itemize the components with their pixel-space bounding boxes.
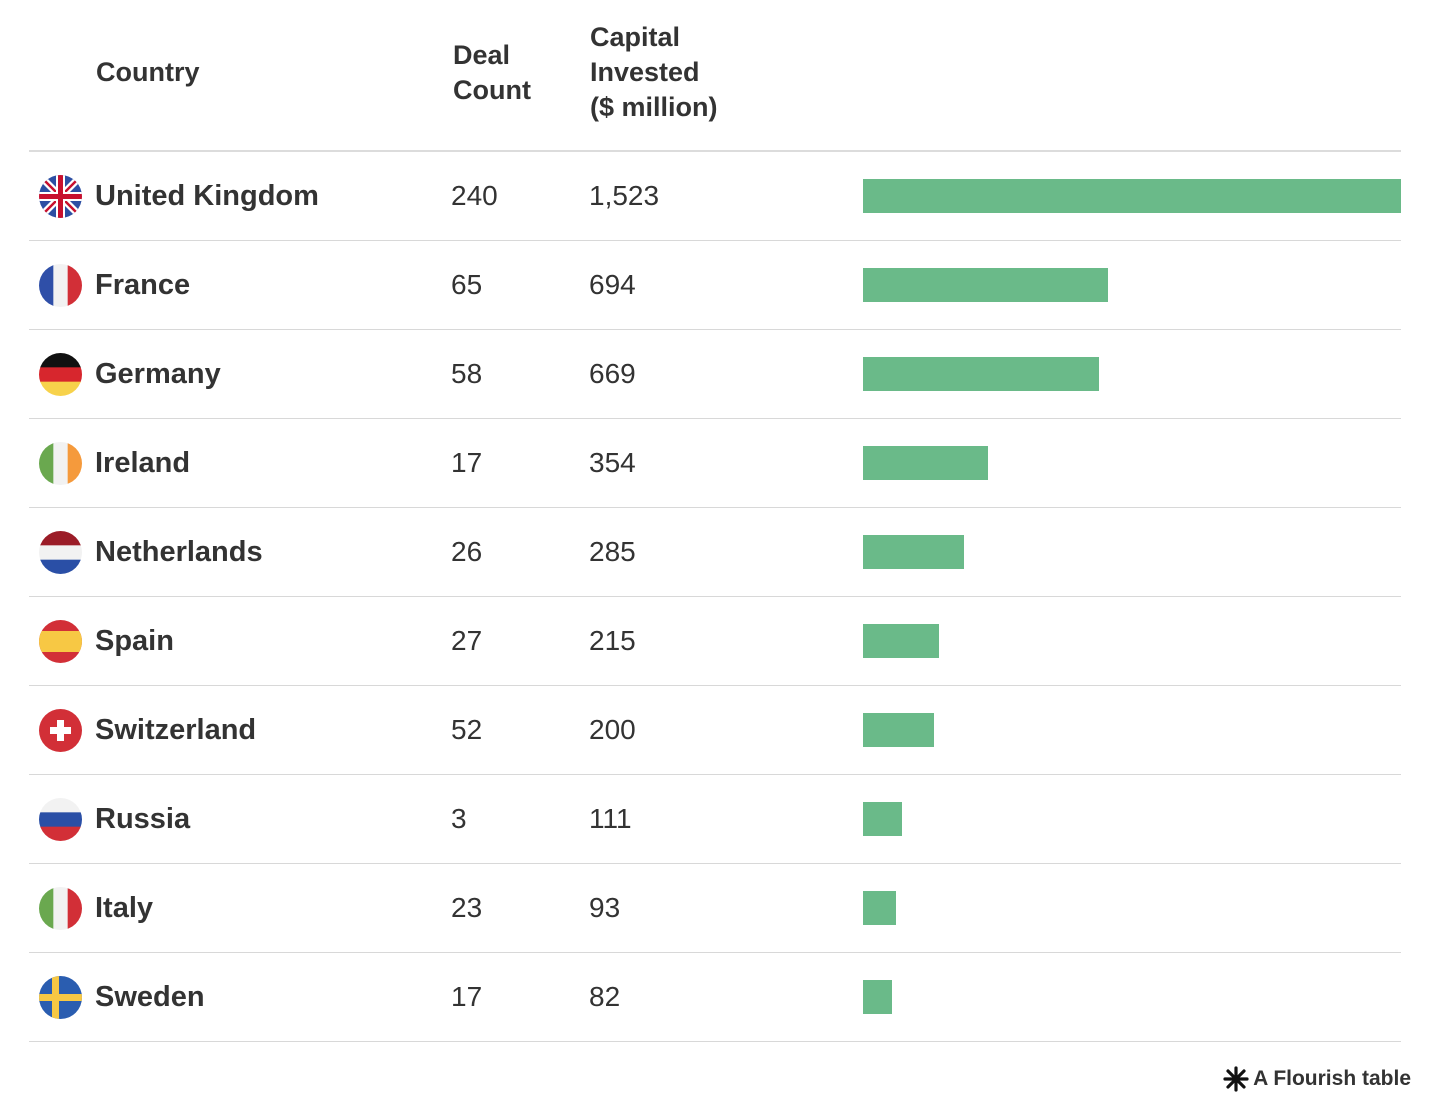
header-deal-count[interactable]: Deal Count xyxy=(453,40,531,105)
capital-bar xyxy=(863,891,896,925)
russia-flag-icon xyxy=(39,798,82,841)
table-row: Netherlands 26 285 xyxy=(29,508,1401,597)
capital-invested-cell: 354 xyxy=(589,447,636,478)
bar-track xyxy=(863,357,1401,391)
table-row: United Kingdom 240 1,523 xyxy=(29,152,1401,241)
switzerland-flag-icon xyxy=(39,709,82,752)
bar-track xyxy=(863,624,1401,658)
capital-bar xyxy=(863,357,1100,391)
bar-track xyxy=(863,802,1401,836)
footer-text: A Flourish table xyxy=(1253,1067,1411,1090)
deal-count-cell: 26 xyxy=(451,536,483,567)
table-row: Spain 27 215 xyxy=(29,597,1401,686)
header-capital-invested[interactable]: Capital Invested ($ million) xyxy=(590,22,718,122)
country-name: Netherlands xyxy=(95,536,263,568)
country-name: France xyxy=(95,269,191,301)
capital-invested-cell: 669 xyxy=(589,358,636,389)
capital-bar xyxy=(863,624,939,658)
country-name: United Kingdom xyxy=(95,180,319,212)
capital-invested-cell: 215 xyxy=(589,625,636,656)
asterisk-icon xyxy=(1223,1066,1249,1092)
header-country[interactable]: Country xyxy=(96,57,200,87)
country-name: Italy xyxy=(95,892,154,924)
country-name: Spain xyxy=(95,625,174,657)
capital-invested-cell: 200 xyxy=(589,714,636,745)
table-row: Ireland 17 354 xyxy=(29,419,1401,508)
table-row: France 65 694 xyxy=(29,241,1401,330)
table-row: Germany 58 669 xyxy=(29,330,1401,419)
bar-track xyxy=(863,268,1401,302)
bar-track xyxy=(863,446,1401,480)
table-row: Sweden 17 82 xyxy=(29,953,1401,1042)
country-name: Sweden xyxy=(95,981,205,1013)
capital-bar xyxy=(863,980,892,1014)
bar-track xyxy=(863,535,1401,569)
table-row: Russia 3 111 xyxy=(29,775,1401,864)
uk-flag-icon xyxy=(39,175,82,218)
capital-bar xyxy=(863,179,1401,213)
capital-bar xyxy=(863,713,934,747)
ireland-flag-icon xyxy=(39,442,82,485)
table-row: Switzerland 52 200 xyxy=(29,686,1401,775)
germany-flag-icon xyxy=(39,353,82,396)
country-name: Germany xyxy=(95,358,221,390)
flourish-credit[interactable]: A Flourish table xyxy=(1223,1066,1411,1092)
deal-count-cell: 27 xyxy=(451,625,483,656)
deal-count-cell: 65 xyxy=(451,269,483,300)
bar-track xyxy=(863,891,1401,925)
capital-invested-cell: 694 xyxy=(589,269,636,300)
capital-invested-cell: 82 xyxy=(589,981,621,1012)
france-flag-icon xyxy=(39,264,82,307)
italy-flag-icon xyxy=(39,887,82,930)
deal-count-cell: 23 xyxy=(451,892,483,923)
table-header: Country Deal Count Capital Invested ($ m… xyxy=(29,0,1401,152)
netherlands-flag-icon xyxy=(39,531,82,574)
table-row: Italy 23 93 xyxy=(29,864,1401,953)
capital-bar xyxy=(863,268,1109,302)
capital-bar xyxy=(863,802,903,836)
bar-track xyxy=(863,713,1401,747)
table-body: United Kingdom 240 1,523 France 65 694 Germany… xyxy=(29,152,1401,1042)
spain-flag-icon xyxy=(39,620,82,663)
deal-count-cell: 3 xyxy=(451,803,467,834)
country-name: Switzerland xyxy=(95,714,257,746)
deal-count-cell: 52 xyxy=(451,714,483,745)
deal-count-cell: 58 xyxy=(451,358,483,389)
capital-bar xyxy=(863,535,964,569)
bar-track xyxy=(863,980,1401,1014)
deal-count-cell: 17 xyxy=(451,981,483,1012)
sweden-flag-icon xyxy=(39,976,82,1019)
country-name: Ireland xyxy=(95,447,191,479)
capital-invested-cell: 1,523 xyxy=(589,180,660,211)
deal-count-cell: 17 xyxy=(451,447,483,478)
capital-invested-cell: 93 xyxy=(589,892,621,923)
capital-invested-cell: 285 xyxy=(589,536,636,567)
bar-track xyxy=(863,179,1401,213)
country-name: Russia xyxy=(95,803,191,835)
capital-invested-cell: 111 xyxy=(589,803,632,834)
capital-bar xyxy=(863,446,989,480)
flourish-table: Country Deal Count Capital Invested ($ m… xyxy=(29,0,1401,1042)
deal-count-cell: 240 xyxy=(451,180,498,211)
